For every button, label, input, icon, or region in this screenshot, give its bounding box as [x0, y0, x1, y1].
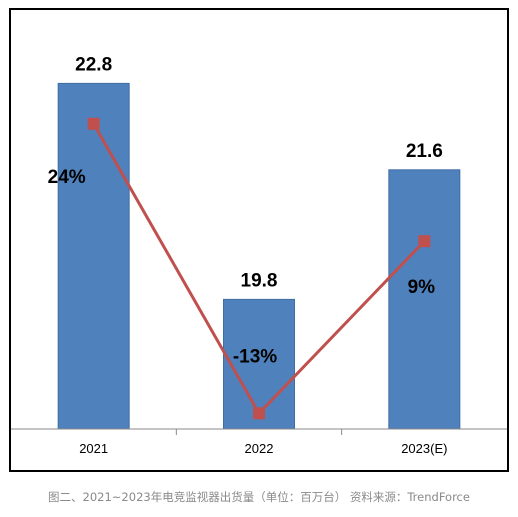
growth-value-label: 24% [48, 167, 86, 188]
bar-2023(E) [388, 169, 461, 430]
x-tick-label: 2023(E) [401, 441, 447, 456]
shipment-chart: 2021 2022 2023(E) 22.8 19.8 21.6 24% -13% 9% [11, 54, 507, 456]
bar-value-label: 22.8 [75, 54, 112, 75]
bar-value-label: 19.8 [241, 270, 278, 291]
x-tick-label: 2022 [245, 441, 274, 456]
growth-marker-2023(E) [418, 235, 431, 248]
growth-value-label: 9% [408, 277, 436, 298]
bar-value-label: 21.6 [406, 141, 443, 162]
growth-marker-2022 [253, 407, 265, 420]
bar-2021 [57, 82, 130, 430]
x-tick-label: 2021 [79, 441, 108, 456]
figure-caption: 图二、2021~2023年电竞监视器出货量（单位：百万台） 资料来源：Trend… [48, 490, 470, 504]
growth-value-label: -13% [233, 346, 277, 367]
chart-frame: 2021 2022 2023(E) 22.8 19.8 21.6 24% -13% 9% [9, 8, 509, 472]
growth-marker-2021 [87, 117, 100, 130]
